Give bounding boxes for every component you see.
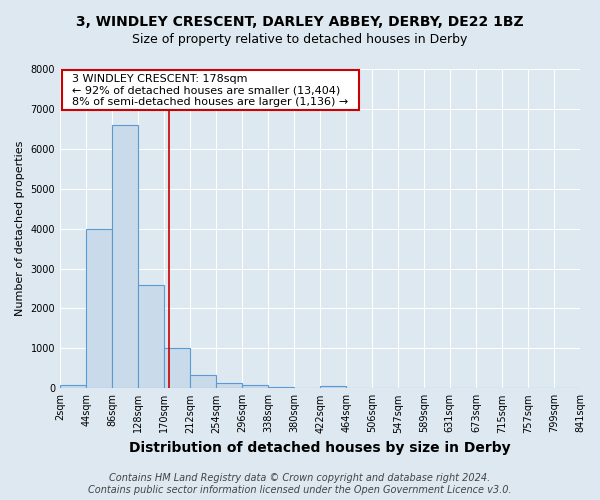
Text: Contains HM Land Registry data © Crown copyright and database right 2024.
Contai: Contains HM Land Registry data © Crown c… bbox=[88, 474, 512, 495]
Y-axis label: Number of detached properties: Number of detached properties bbox=[15, 141, 25, 316]
Bar bbox=[242, 385, 268, 388]
X-axis label: Distribution of detached houses by size in Derby: Distribution of detached houses by size … bbox=[129, 441, 511, 455]
Bar bbox=[320, 386, 346, 388]
Bar bbox=[60, 386, 86, 388]
Text: 3 WINDLEY CRESCENT: 178sqm
  ← 92% of detached houses are smaller (13,404)
  8% : 3 WINDLEY CRESCENT: 178sqm ← 92% of deta… bbox=[65, 74, 355, 107]
Bar bbox=[164, 348, 190, 389]
Bar bbox=[216, 383, 242, 388]
Text: Size of property relative to detached houses in Derby: Size of property relative to detached ho… bbox=[133, 32, 467, 46]
Bar bbox=[138, 284, 164, 389]
Bar bbox=[268, 386, 295, 388]
Text: 3, WINDLEY CRESCENT, DARLEY ABBEY, DERBY, DE22 1BZ: 3, WINDLEY CRESCENT, DARLEY ABBEY, DERBY… bbox=[76, 15, 524, 29]
Bar bbox=[112, 125, 138, 388]
Bar bbox=[190, 375, 216, 388]
Bar bbox=[86, 228, 112, 388]
